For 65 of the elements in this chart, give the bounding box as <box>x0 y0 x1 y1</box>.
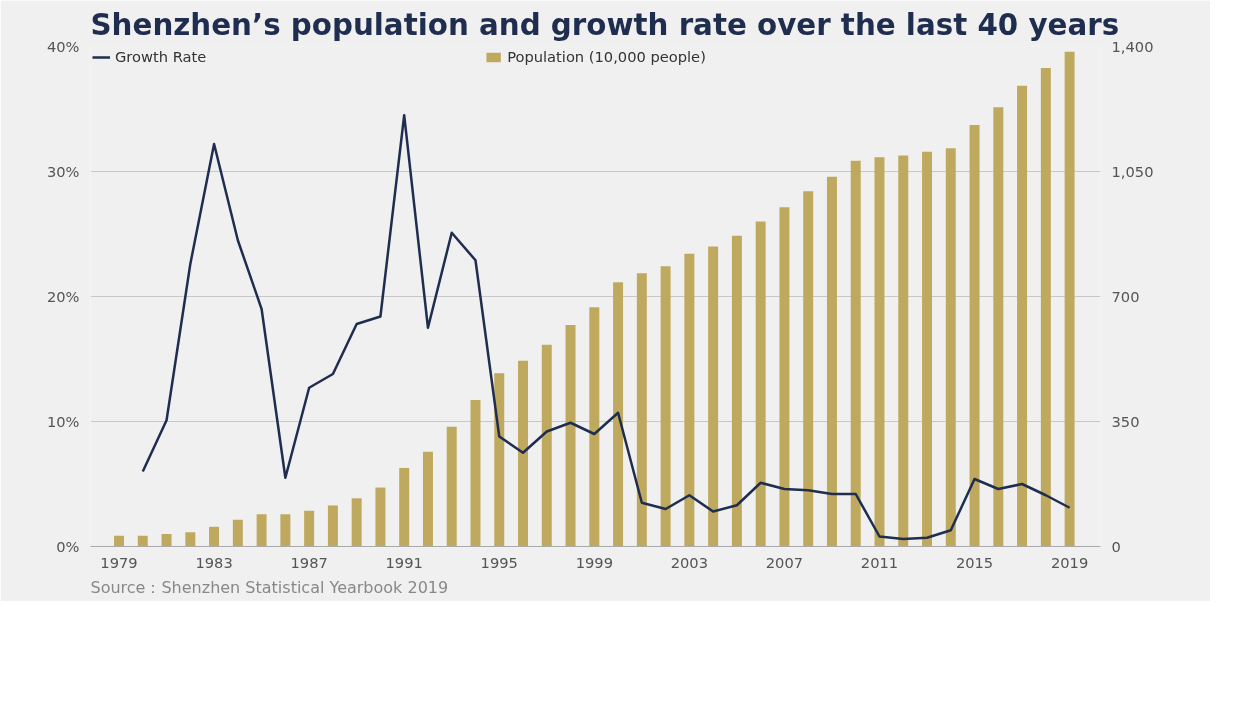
x-tick-label: 2015 <box>955 553 994 571</box>
bar <box>898 155 909 547</box>
y-tick-label: 30% <box>46 163 80 180</box>
bar <box>684 253 695 547</box>
bar <box>470 400 481 547</box>
x-tick-label: 1987 <box>290 553 328 571</box>
x-tick-label: 2003 <box>670 553 709 571</box>
source-note: Source：Shenzhen Statistical Yearbook 2019 <box>90 577 449 597</box>
bar <box>826 176 837 547</box>
bar <box>494 373 505 547</box>
bar <box>137 535 148 547</box>
bar <box>1064 51 1075 547</box>
bar <box>541 344 552 547</box>
bar <box>280 514 291 547</box>
y2-tick-label: 350 <box>1111 412 1140 430</box>
bar <box>874 157 885 547</box>
x-tick-label: 1995 <box>480 553 518 571</box>
line-series <box>141 114 1071 541</box>
bar <box>922 151 933 547</box>
bar <box>518 360 529 547</box>
bar <box>803 191 814 547</box>
bar <box>375 487 386 547</box>
y-tick-label: 40% <box>46 38 80 55</box>
bar <box>304 510 315 547</box>
y2-tick-label: 700 <box>1111 287 1140 305</box>
bar <box>114 535 125 547</box>
x-tick-label: 1983 <box>195 553 233 571</box>
x-tick-label: 2011 <box>860 553 899 571</box>
bar <box>256 514 267 547</box>
bar <box>731 235 742 547</box>
x-tick-label: 1979 <box>100 553 138 571</box>
bar <box>327 505 338 547</box>
bar <box>446 426 457 547</box>
y2-tick-label: 1,050 <box>1111 162 1154 180</box>
bar <box>708 246 719 547</box>
bar <box>850 160 861 547</box>
bar <box>1040 67 1051 547</box>
bar <box>422 451 433 547</box>
bar <box>636 273 647 547</box>
legend-label: Growth Rate <box>115 48 207 65</box>
bar <box>232 519 243 547</box>
y2-tick-label: 0 <box>1111 537 1121 555</box>
bar <box>589 307 600 547</box>
bar <box>161 534 172 547</box>
bar <box>185 532 196 547</box>
y-tick-label: 10% <box>46 413 80 430</box>
bar <box>209 526 220 547</box>
legend-label: Population (10,000 people) <box>507 48 706 65</box>
x-tick-label: 2019 <box>1050 553 1089 571</box>
bar <box>1017 85 1028 547</box>
bar <box>660 266 671 547</box>
bar <box>613 282 624 547</box>
x-tick-label: 1991 <box>385 553 423 571</box>
bar <box>969 125 980 547</box>
bar <box>755 221 766 547</box>
bar <box>399 467 410 547</box>
bar <box>351 498 362 547</box>
bar <box>993 107 1004 547</box>
x-tick-label: 1999 <box>575 553 613 571</box>
y-tick-label: 0% <box>56 538 80 555</box>
bar <box>945 148 956 547</box>
x-tick-label: 2007 <box>765 553 804 571</box>
bar <box>779 207 790 547</box>
y-tick-label: 20% <box>46 288 80 305</box>
bar <box>565 325 576 547</box>
